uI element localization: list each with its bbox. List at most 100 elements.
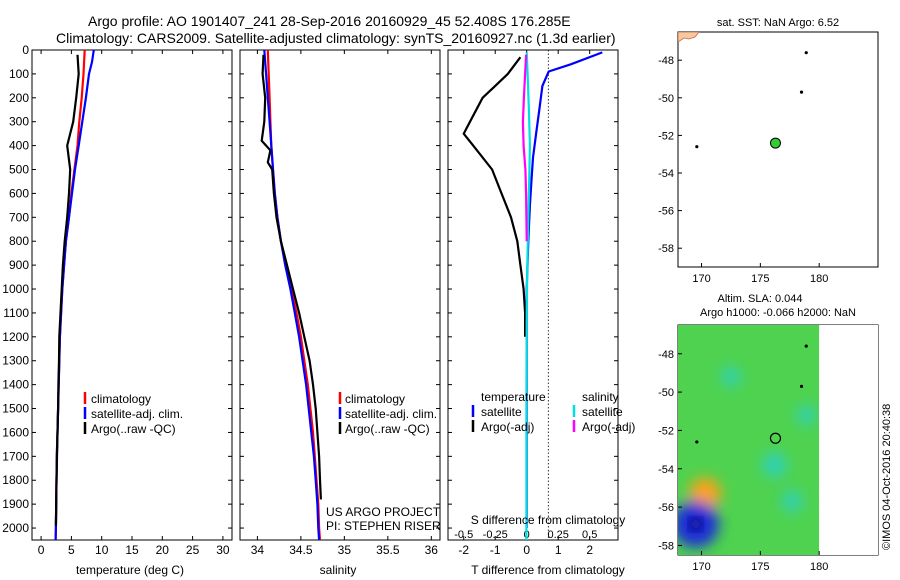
lat-tick-label: -52 <box>658 130 674 142</box>
land-patch <box>678 32 700 43</box>
sla-feature <box>762 452 787 478</box>
lat-tick-label: -54 <box>658 168 674 180</box>
sla-feature <box>721 367 741 387</box>
nearby-profile-point <box>799 90 804 94</box>
sla-feature <box>781 490 803 512</box>
depth-tick-label: 300 <box>9 115 29 129</box>
x-tick-label: 34 <box>251 543 265 557</box>
s-difference-tick-label: 0.5 <box>582 529 597 541</box>
depth-tick-label: 1200 <box>2 330 29 344</box>
float-position-marker <box>769 137 781 149</box>
x-tick-label: -2 <box>458 543 469 557</box>
nearby-profile-point <box>695 440 699 444</box>
temperature-axis-label: temperature (deg C) <box>76 563 184 577</box>
depth-tick-label: 100 <box>9 67 29 81</box>
salinity-panel-frame <box>239 49 441 541</box>
x-tick-label: 0 <box>38 543 45 557</box>
series-line-1 <box>54 50 86 540</box>
pi-annotation: PI: STEPHEN RISER <box>326 519 441 533</box>
sst-map-frame <box>677 31 879 268</box>
temperature-legend: climatology satellite-adj. clim. Argo(..… <box>83 392 183 436</box>
x-tick-label: 5 <box>68 543 75 557</box>
depth-tick-label: 1400 <box>2 378 29 392</box>
depth-tick-label: 200 <box>9 91 29 105</box>
x-tick-label: 30 <box>216 543 230 557</box>
salinity-axis-label: salinity <box>320 563 357 577</box>
depth-tick-label: 1600 <box>2 425 29 439</box>
legend-label-t-argo: Argo(-adj) <box>481 420 534 434</box>
s-difference-tick-label: -0.5 <box>454 529 473 541</box>
x-tick-label: 35.5 <box>376 543 400 557</box>
sla-no-data-area <box>819 325 878 555</box>
x-tick-label: 25 <box>186 543 200 557</box>
depth-tick-label: 900 <box>9 258 29 272</box>
x-tick-label: 34.5 <box>289 543 313 557</box>
lat-tick-label: -54 <box>658 464 674 476</box>
x-tick-label: 15 <box>125 543 139 557</box>
nearby-profile-point <box>799 384 804 388</box>
legend-label-satellite: satellite-adj. clim. <box>345 407 437 421</box>
lat-tick-label: -48 <box>658 55 674 67</box>
lat-tick-label: -58 <box>658 243 674 255</box>
depth-tick-label: 1300 <box>2 354 29 368</box>
lat-tick-label: -48 <box>658 349 674 361</box>
legend-label-climatology: climatology <box>345 392 405 406</box>
difference-panel-frame <box>447 49 619 541</box>
coastline-fragment <box>678 32 700 43</box>
x-tick-label: 0 <box>523 543 530 557</box>
nearby-profile-point <box>804 344 808 348</box>
series-line-4 <box>521 54 528 242</box>
depth-tick-label: 800 <box>9 234 29 248</box>
project-annotation: US ARGO PROJECT <box>326 505 441 519</box>
lat-tick-label: -52 <box>658 425 674 437</box>
lon-tick-label: 170 <box>692 561 710 573</box>
legend-label-satellite: satellite-adj. clim. <box>91 407 183 421</box>
lat-tick-label: -50 <box>658 387 674 399</box>
imos-credit: ©IMOS 04-Oct-2016 20:40:38 <box>881 404 893 550</box>
legend-label-climatology: climatology <box>91 392 151 406</box>
s-difference-tick-label: 0.25 <box>547 529 568 541</box>
sla-anomaly-features <box>678 367 816 548</box>
depth-tick-label: 2000 <box>2 521 29 535</box>
series-line-3 <box>260 54 322 500</box>
sst-map-title: sat. SST: NaN Argo: 6.52 <box>717 17 839 29</box>
nearby-profile-point <box>804 51 808 55</box>
s-difference-axis-label: S difference from climatology <box>471 513 626 527</box>
x-tick-label: 36 <box>425 543 439 557</box>
depth-tick-label: 1700 <box>2 449 29 463</box>
legend-header-salinity: salinity <box>582 390 619 404</box>
legend-header-temperature: temperature <box>481 390 546 404</box>
legend-label-argo: Argo(..raw -QC) <box>91 422 176 436</box>
t-difference-axis-label: T difference from climatology <box>471 563 625 577</box>
depth-tick-label: 1800 <box>2 473 29 487</box>
lon-tick-label: 175 <box>751 561 769 573</box>
sla-feature <box>796 405 816 425</box>
legend-label-s-satellite: satellite <box>582 405 623 419</box>
lon-tick-label: 175 <box>751 273 769 285</box>
x-tick-label: 2 <box>586 543 593 557</box>
depth-tick-label: 1100 <box>3 306 29 320</box>
figure-title-line2: Climatology: CARS2009. Satellite-adjuste… <box>56 30 616 46</box>
x-tick-label: 10 <box>95 543 109 557</box>
x-tick-label: 20 <box>156 543 170 557</box>
series-line-1 <box>525 51 603 528</box>
sla-map-title: Altim. SLA: 0.044 <box>718 293 803 305</box>
nearby-profile-point <box>695 145 699 149</box>
lat-tick-label: -56 <box>658 502 674 514</box>
float-position-marker <box>769 432 782 444</box>
lon-tick-label: 180 <box>810 561 828 573</box>
series-line-3 <box>54 54 80 526</box>
difference-legend-temperature: temperature satellite Argo(-adj) <box>471 390 546 434</box>
lat-tick-label: -58 <box>658 540 674 552</box>
sla-map-subtitle: Argo h1000: -0.066 h2000: NaN <box>700 307 856 319</box>
figure-title-line1: Argo profile: AO 1901407_241 28-Sep-2016… <box>88 13 571 29</box>
series-line-3 <box>525 52 532 540</box>
legend-label-t-satellite: satellite <box>481 405 522 419</box>
depth-tick-label: 1000 <box>2 282 29 296</box>
depth-tick-label: 0 <box>22 43 29 57</box>
legend-label-s-argo: Argo(-adj) <box>582 420 635 434</box>
lat-tick-label: -56 <box>658 206 674 218</box>
series-line-2 <box>263 50 321 540</box>
lon-tick-label: 170 <box>692 273 710 285</box>
